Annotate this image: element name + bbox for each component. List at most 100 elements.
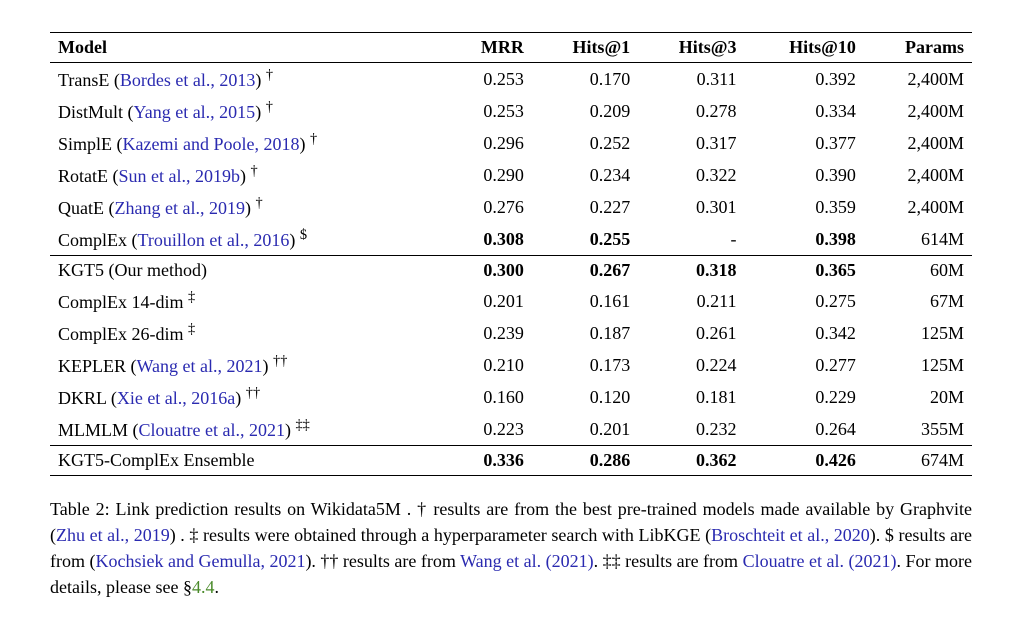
cell-hits3: 0.322 <box>638 159 744 191</box>
cell-hits10: 0.334 <box>745 95 864 127</box>
caption-text: ) . ‡ results were obtained through a hy… <box>170 525 711 545</box>
caption-text: . ‡‡ results are from <box>594 551 743 571</box>
cell-hits3: 0.362 <box>638 446 744 476</box>
cell-hits1: 0.201 <box>532 413 638 446</box>
citation-link[interactable]: Yang et al., 2015 <box>134 102 256 122</box>
citation-link[interactable]: Kazemi and Poole, 2018 <box>123 134 300 154</box>
table-row: TransE (Bordes et al., 2013) †0.2530.170… <box>50 63 972 96</box>
cell-params: 60M <box>864 256 972 286</box>
cell-hits1: 0.173 <box>532 349 638 381</box>
cell-params: 125M <box>864 349 972 381</box>
cell-hits10: 0.390 <box>745 159 864 191</box>
cell-model: KGT5 (Our method) <box>50 256 447 286</box>
cell-hits10: 0.426 <box>745 446 864 476</box>
footnote-mark: ‡‡ <box>295 417 309 433</box>
cell-hits10: 0.275 <box>745 285 864 317</box>
cell-model: ComplEx 26-dim ‡ <box>50 317 447 349</box>
cell-hits1: 0.286 <box>532 446 638 476</box>
cell-params: 20M <box>864 381 972 413</box>
table-row: RotatE (Sun et al., 2019b) †0.2900.2340.… <box>50 159 972 191</box>
footnote-mark: $ <box>300 227 307 243</box>
cell-params: 2,400M <box>864 127 972 159</box>
cell-hits3: 0.301 <box>638 191 744 223</box>
citation-link[interactable]: Zhang et al., 2019 <box>114 198 244 218</box>
cell-params: 2,400M <box>864 63 972 96</box>
table-row: KGT5-ComplEx Ensemble0.3360.2860.3620.42… <box>50 446 972 476</box>
table-row: QuatE (Zhang et al., 2019) †0.2760.2270.… <box>50 191 972 223</box>
citation-link[interactable]: Bordes et al., 2013 <box>120 70 255 90</box>
cell-params: 2,400M <box>864 191 972 223</box>
cell-hits1: 0.170 <box>532 63 638 96</box>
table-caption: Table 2: Link prediction results on Wiki… <box>50 496 972 600</box>
col-hits1: Hits@1 <box>532 33 638 63</box>
cell-hits1: 0.252 <box>532 127 638 159</box>
cell-mrr: 0.300 <box>447 256 532 286</box>
col-model: Model <box>50 33 447 63</box>
cell-hits10: 0.359 <box>745 191 864 223</box>
footnote-mark: † <box>251 163 258 179</box>
citation-link[interactable]: Trouillon et al., 2016 <box>138 230 290 250</box>
footnote-mark: †† <box>273 353 287 369</box>
cell-hits10: 0.229 <box>745 381 864 413</box>
cell-model: DKRL (Xie et al., 2016a) †† <box>50 381 447 413</box>
table-row: KGT5 (Our method)0.3000.2670.3180.36560M <box>50 256 972 286</box>
cell-mrr: 0.296 <box>447 127 532 159</box>
table-row: ComplEx 14-dim ‡0.2010.1610.2110.27567M <box>50 285 972 317</box>
cell-model: ComplEx 14-dim ‡ <box>50 285 447 317</box>
footnote-mark: † <box>310 131 317 147</box>
cell-hits3: 0.261 <box>638 317 744 349</box>
cell-hits1: 0.209 <box>532 95 638 127</box>
cell-model: KEPLER (Wang et al., 2021) †† <box>50 349 447 381</box>
table-header-row: Model MRR Hits@1 Hits@3 Hits@10 Params <box>50 33 972 63</box>
cell-hits1: 0.227 <box>532 191 638 223</box>
cell-model: SimplE (Kazemi and Poole, 2018) † <box>50 127 447 159</box>
citation-link[interactable]: Xie et al., 2016a <box>117 388 235 408</box>
footnote-mark: † <box>255 195 262 211</box>
table-body: TransE (Bordes et al., 2013) †0.2530.170… <box>50 63 972 476</box>
citation-link[interactable]: Clouatre et al. (2021) <box>743 551 897 571</box>
col-params: Params <box>864 33 972 63</box>
cell-params: 674M <box>864 446 972 476</box>
cell-params: 125M <box>864 317 972 349</box>
footnote-mark: † <box>266 67 273 83</box>
cell-hits1: 0.255 <box>532 223 638 256</box>
cell-mrr: 0.223 <box>447 413 532 446</box>
cell-mrr: 0.276 <box>447 191 532 223</box>
table-row: DKRL (Xie et al., 2016a) ††0.1600.1200.1… <box>50 381 972 413</box>
cell-mrr: 0.210 <box>447 349 532 381</box>
cell-mrr: 0.290 <box>447 159 532 191</box>
cell-mrr: 0.308 <box>447 223 532 256</box>
citation-link[interactable]: Zhu et al., 2019 <box>56 525 170 545</box>
cell-model: ComplEx (Trouillon et al., 2016) $ <box>50 223 447 256</box>
citation-link[interactable]: Broschteit et al., 2020 <box>711 525 870 545</box>
cell-hits3: 0.232 <box>638 413 744 446</box>
citation-link[interactable]: Kochsiek and Gemulla, 2021 <box>95 551 305 571</box>
citation-link[interactable]: Clouatre et al., 2021 <box>139 420 285 440</box>
cell-hits10: 0.377 <box>745 127 864 159</box>
footnote-mark: † <box>266 99 273 115</box>
cell-hits1: 0.267 <box>532 256 638 286</box>
table-row: SimplE (Kazemi and Poole, 2018) †0.2960.… <box>50 127 972 159</box>
citation-link[interactable]: Wang et al. (2021) <box>460 551 594 571</box>
cell-mrr: 0.239 <box>447 317 532 349</box>
caption-label: Table 2: <box>50 499 110 519</box>
cell-mrr: 0.201 <box>447 285 532 317</box>
cell-model: MLMLM (Clouatre et al., 2021) ‡‡ <box>50 413 447 446</box>
cell-mrr: 0.253 <box>447 95 532 127</box>
col-hits3: Hits@3 <box>638 33 744 63</box>
cell-hits10: 0.392 <box>745 63 864 96</box>
cell-model: KGT5-ComplEx Ensemble <box>50 446 447 476</box>
cell-params: 2,400M <box>864 159 972 191</box>
cell-params: 67M <box>864 285 972 317</box>
table-row: ComplEx 26-dim ‡0.2390.1870.2610.342125M <box>50 317 972 349</box>
cell-params: 2,400M <box>864 95 972 127</box>
cell-model: RotatE (Sun et al., 2019b) † <box>50 159 447 191</box>
cell-hits1: 0.234 <box>532 159 638 191</box>
citation-link[interactable]: Wang et al., 2021 <box>137 356 263 376</box>
cell-hits3: 0.317 <box>638 127 744 159</box>
cell-hits3: 0.181 <box>638 381 744 413</box>
section-link[interactable]: 4.4 <box>192 577 215 597</box>
cell-hits10: 0.342 <box>745 317 864 349</box>
citation-link[interactable]: Sun et al., 2019b <box>119 166 241 186</box>
results-table: Model MRR Hits@1 Hits@3 Hits@10 Params T… <box>50 32 972 476</box>
